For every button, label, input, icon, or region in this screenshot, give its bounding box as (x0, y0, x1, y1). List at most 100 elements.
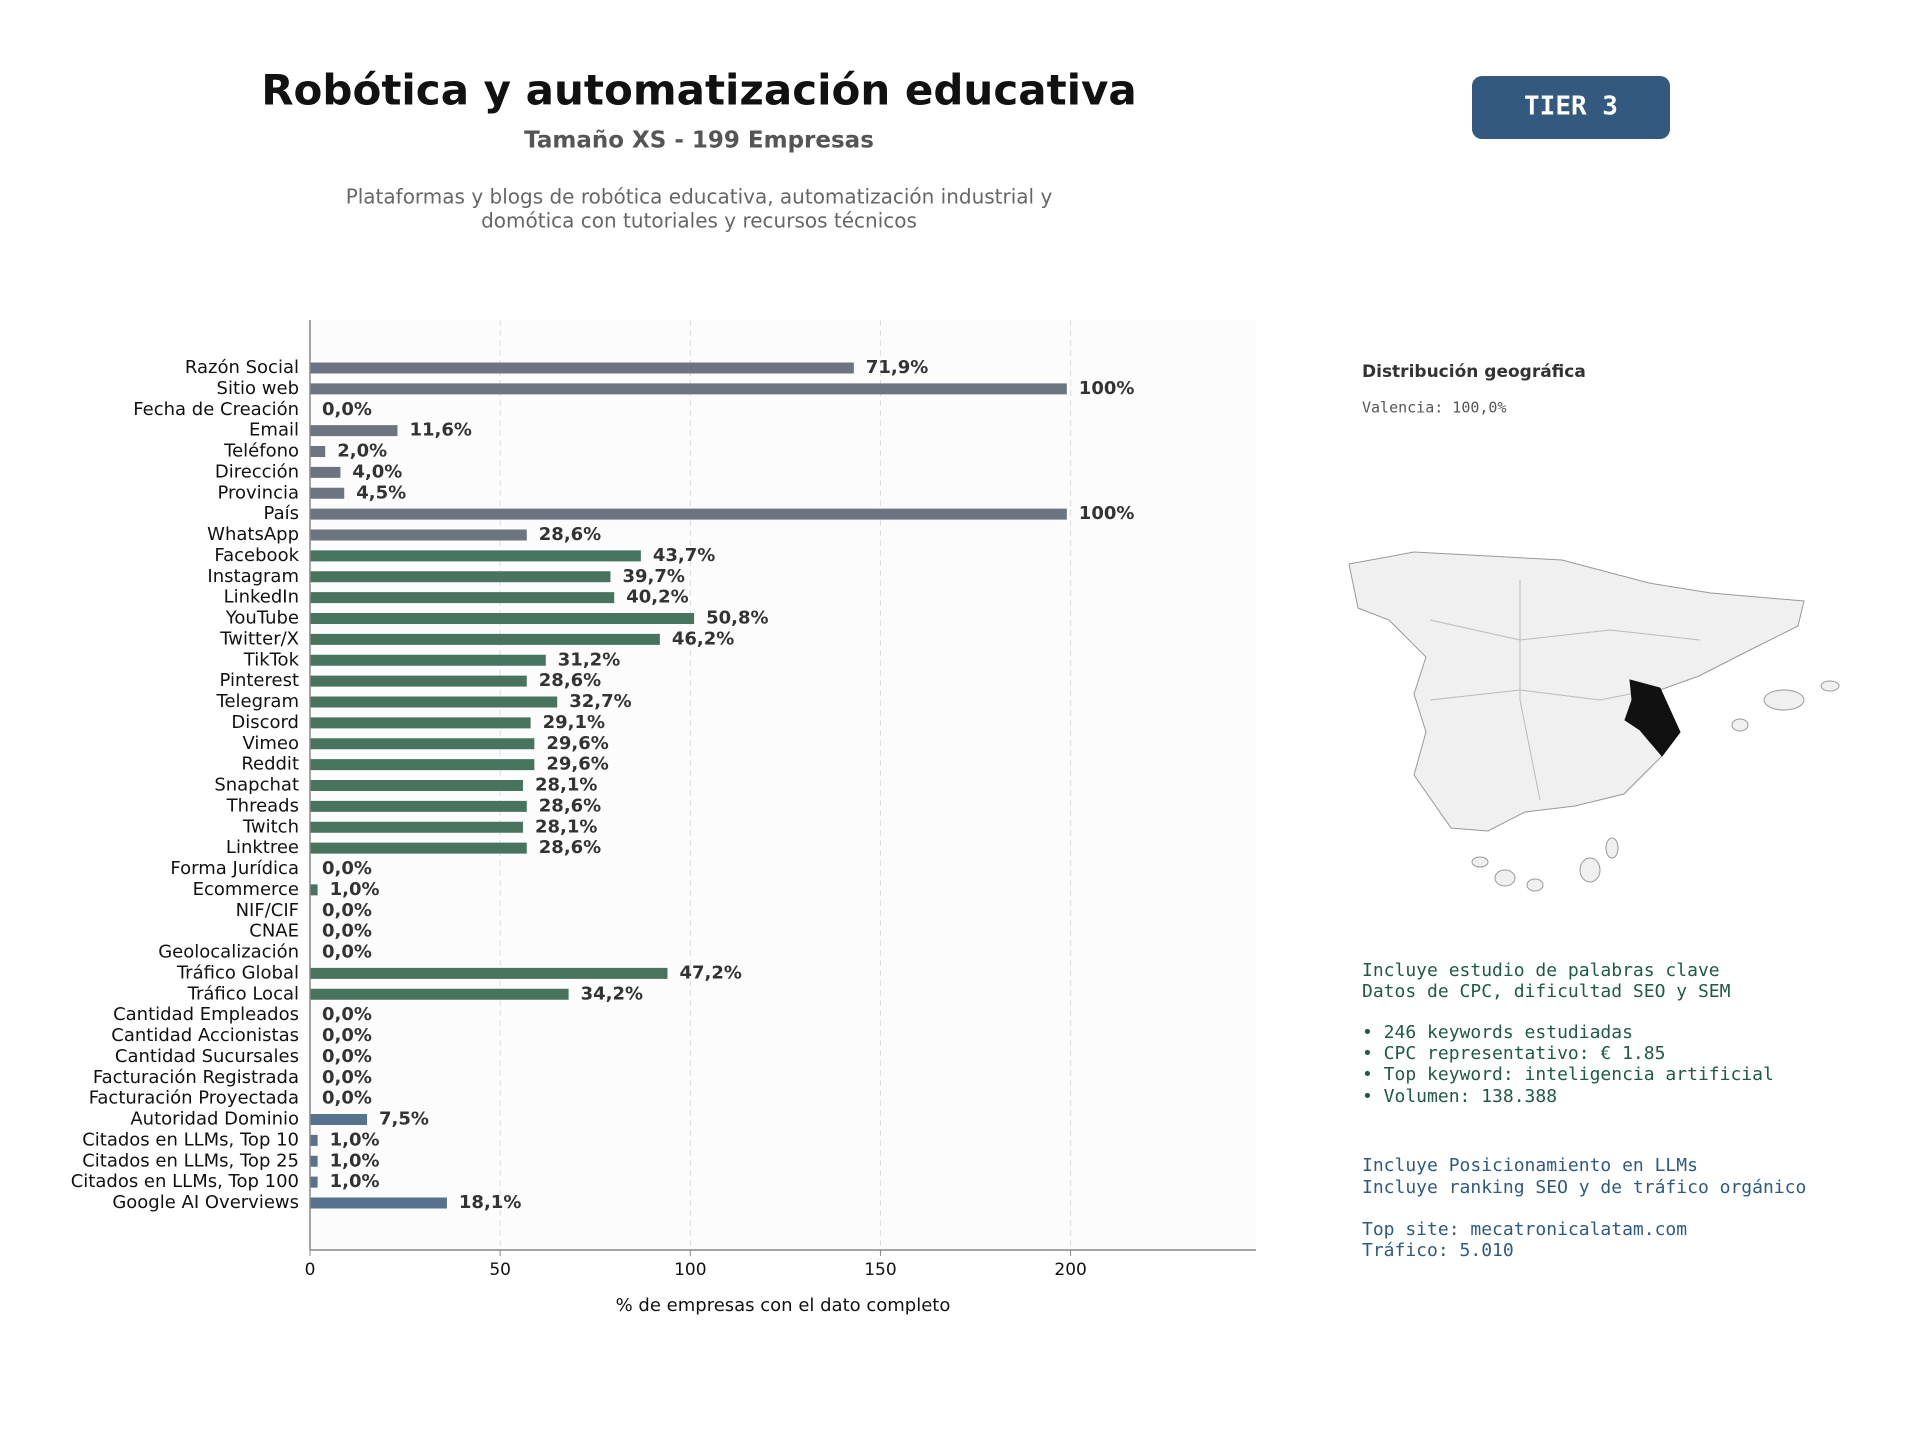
bar (310, 425, 398, 437)
y-tick-label: NIF/CIF (236, 900, 299, 921)
y-tick-label: YouTube (225, 608, 299, 629)
bar (310, 362, 854, 374)
bar (310, 1155, 318, 1167)
bar (310, 633, 660, 645)
island (1605, 837, 1619, 859)
value-label: 47,2% (679, 962, 741, 983)
y-tick-label: Facturación Proyectada (89, 1088, 299, 1109)
value-label: 28,6% (539, 524, 601, 545)
y-tick-label: Razón Social (185, 357, 299, 378)
value-label: 100% (1079, 378, 1135, 399)
value-label: 46,2% (672, 628, 734, 649)
value-label: 1,0% (330, 1150, 380, 1171)
y-tick-label: País (264, 503, 299, 524)
bar (310, 592, 615, 604)
value-label: 28,1% (535, 816, 597, 837)
y-tick-label: Forma Jurídica (170, 858, 299, 879)
value-label: 100% (1079, 503, 1135, 524)
y-tick-label: Twitter/X (219, 628, 299, 649)
chart-title: Robótica y automatización educativa (261, 66, 1137, 115)
bar (310, 738, 535, 750)
value-label: 0,0% (322, 1004, 372, 1025)
y-tick-label: Citados en LLMs, Top 100 (71, 1171, 299, 1192)
island (1763, 689, 1805, 711)
bar (310, 487, 345, 499)
region-border (1429, 689, 1651, 701)
bar (310, 842, 527, 854)
chart-subtitle: Tamaño XS - 199 Empresas (524, 128, 874, 154)
map-title: Distribución geográfica (1362, 362, 1586, 382)
y-tick-label: Citados en LLMs, Top 25 (82, 1150, 299, 1171)
y-tick-label: Citados en LLMs, Top 10 (82, 1129, 299, 1150)
bar (310, 759, 535, 771)
bar (310, 529, 527, 541)
llm-note: Tráfico: 5.010 (1362, 1240, 1514, 1261)
island (1731, 718, 1749, 732)
y-tick-label: Geolocalización (158, 942, 299, 963)
y-tick-label: Tráfico Global (176, 962, 299, 983)
map (1348, 551, 1840, 892)
tier-label: TIER 3 (1524, 92, 1618, 122)
y-tick-label: Instagram (207, 566, 299, 587)
seo-note: Datos de CPC, dificultad SEO y SEM (1362, 981, 1731, 1002)
value-label: 7,5% (379, 1109, 429, 1130)
y-tick-label: Dirección (215, 461, 299, 482)
y-tick-label: Email (249, 420, 299, 441)
island (1494, 869, 1516, 887)
y-tick-label: Google AI Overviews (112, 1192, 299, 1213)
value-label: 40,2% (626, 587, 688, 608)
value-label: 43,7% (653, 545, 715, 566)
description: domótica con tutoriales y recursos técni… (481, 209, 917, 233)
seo-note: • Top keyword: inteligencia artificial (1362, 1064, 1774, 1085)
plot: 0 50 100 150 200 Razón Social 71,9% Sitio web 10… (71, 320, 1135, 1280)
value-label: 29,6% (546, 754, 608, 775)
value-label: 31,2% (558, 649, 620, 670)
value-label: 11,6% (409, 420, 471, 441)
bar (310, 1197, 447, 1209)
value-label: 0,0% (322, 858, 372, 879)
value-label: 29,1% (543, 712, 605, 733)
bar (310, 446, 326, 457)
y-tick-label: WhatsApp (207, 524, 299, 545)
island (1579, 857, 1601, 883)
value-label: 71,9% (866, 357, 928, 378)
bar (310, 1114, 368, 1125)
y-tick-label: Cantidad Empleados (113, 1004, 299, 1025)
y-tick-label: Teléfono (223, 441, 299, 462)
y-tick-label: Reddit (241, 754, 299, 775)
bar (310, 967, 668, 979)
region-border (1519, 580, 1541, 801)
value-label: 1,0% (330, 1129, 380, 1150)
y-tick-label: Facebook (214, 545, 299, 566)
y-tick-label: Tráfico Local (187, 983, 299, 1004)
llm-note: Incluye ranking SEO y de tráfico orgánic… (1362, 1177, 1806, 1198)
bar (310, 988, 569, 1000)
y-tick-label: Cantidad Accionistas (111, 1025, 299, 1046)
value-label: 2,0% (337, 441, 387, 462)
y-tick-label: Cantidad Sucursales (115, 1046, 299, 1067)
bar (310, 780, 523, 791)
island (1820, 680, 1840, 692)
spain-outline (1348, 551, 1805, 832)
y-tick-label: Fecha de Creación (133, 399, 299, 420)
value-label: 4,0% (352, 461, 402, 482)
value-label: 0,0% (322, 1088, 372, 1109)
region-border (1429, 619, 1701, 641)
bar (310, 654, 546, 666)
seo-note: • Volumen: 138.388 (1362, 1086, 1557, 1107)
bar (310, 550, 641, 562)
valencia-region (1624, 679, 1681, 757)
island (1471, 856, 1489, 868)
y-tick-label: Ecommerce (193, 879, 299, 900)
bar (310, 508, 1067, 520)
llm-note: Top site: mecatronicalatam.com (1362, 1219, 1687, 1240)
value-label: 0,0% (322, 1067, 372, 1088)
bar (310, 613, 695, 624)
bar (310, 696, 558, 708)
llm-note: Incluye Posicionamiento en LLMs (1362, 1155, 1698, 1176)
y-tick-label: LinkedIn (224, 587, 299, 608)
island (1526, 878, 1544, 892)
value-label: 1,0% (330, 1171, 380, 1192)
bar (310, 571, 611, 583)
